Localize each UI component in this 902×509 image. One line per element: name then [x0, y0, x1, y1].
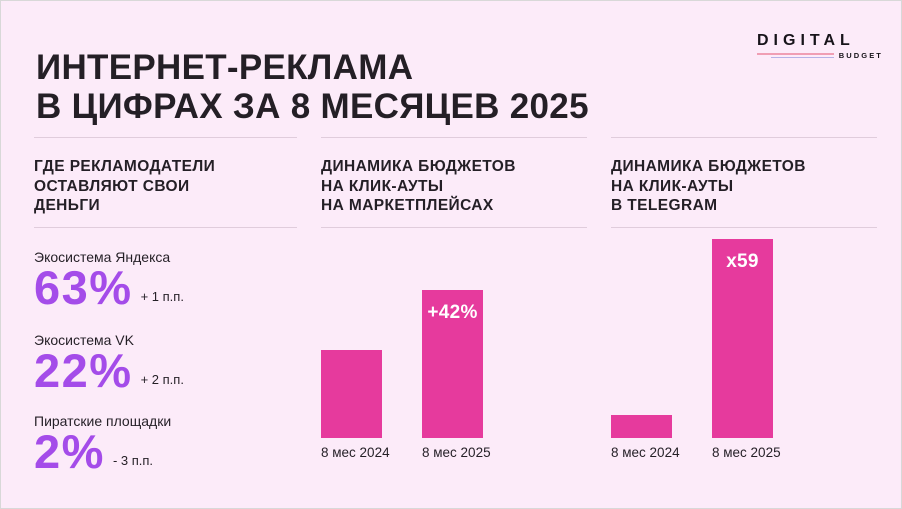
brand-logo-underline: BUDGET: [757, 51, 883, 60]
bar-2025: +42%: [422, 290, 483, 438]
stat-delta: + 1 п.п.: [140, 289, 184, 304]
stat-value-row: 63% + 1 п.п.: [34, 261, 184, 314]
heading-line: ОСТАВЛЯЮТ СВОИ: [34, 177, 190, 195]
bar-2024: [321, 350, 382, 438]
heading-line: НА КЛИК-АУТЫ: [321, 177, 444, 195]
section-where-money: ГДЕ РЕКЛАМОДАТЕЛИ ОСТАВЛЯЮТ СВОИ ДЕНЬГИ …: [34, 137, 297, 508]
stat-vk: Экосистема VK 22% + 2 п.п.: [34, 332, 184, 397]
brand-logo-lines: [757, 53, 834, 60]
heading-line: ДИНАМИКА БЮДЖЕТОВ: [611, 158, 806, 175]
bar-chart-telegram: x59 8 мес 2024 8 мес 2025: [611, 137, 877, 460]
bar-data-label: x59: [726, 251, 759, 272]
stat-delta: + 2 п.п.: [140, 372, 184, 387]
stat-yandex: Экосистема Яндекса 63% + 1 п.п.: [34, 249, 184, 314]
heading-line: ДИНАМИКА БЮДЖЕТОВ: [321, 158, 516, 175]
brand-logo: DIGITAL BUDGET: [757, 32, 883, 60]
page-title-line-1: ИНТЕРНЕТ-РЕКЛАМА: [36, 48, 414, 88]
bar-data-label: +42%: [427, 302, 478, 323]
divider: [321, 137, 587, 138]
page-title: ИНТЕРНЕТ-РЕКЛАМА В ЦИФРАХ ЗА 8 МЕСЯЦЕВ 2…: [36, 48, 589, 126]
stat-delta: - 3 п.п.: [112, 453, 154, 468]
stat-label: Экосистема Яндекса: [34, 249, 171, 265]
axis-label-2024: 8 мес 2024: [611, 445, 680, 460]
axis-label-2025: 8 мес 2025: [422, 445, 491, 460]
stat-value: 22%: [34, 344, 133, 397]
stat-value: 2%: [34, 425, 105, 478]
stat-label: Пиратские площадки: [34, 413, 172, 429]
axis-label-2025: 8 мес 2025: [712, 445, 781, 460]
section-heading: ДИНАМИКА БЮДЖЕТОВ НА КЛИК-АУТЫ В TELEGRA…: [611, 157, 806, 216]
section-telegram: ДИНАМИКА БЮДЖЕТОВ НА КЛИК-АУТЫ В TELEGRA…: [611, 137, 877, 508]
heading-line: НА КЛИК-АУТЫ: [611, 177, 734, 195]
brand-logo-name: DIGITAL: [757, 32, 855, 49]
bar-chart-marketplaces: +42% 8 мес 2024 8 мес 2025: [321, 137, 587, 460]
heading-line: НА МАРКЕТПЛЕЙСАХ: [321, 197, 494, 214]
stat-pirate: Пиратские площадки 2% - 3 п.п.: [34, 413, 172, 478]
brand-logo-subtitle: BUDGET: [838, 51, 883, 60]
heading-line: ГДЕ РЕКЛАМОДАТЕЛИ: [34, 158, 216, 175]
page-title-line-2: В ЦИФРАХ ЗА 8 МЕСЯЦЕВ 2025: [36, 87, 589, 127]
axis-label-2024: 8 мес 2024: [321, 445, 390, 460]
bar-2024: [611, 415, 672, 438]
section-marketplaces: ДИНАМИКА БЮДЖЕТОВ НА КЛИК-АУТЫ НА МАРКЕТ…: [321, 137, 587, 508]
divider: [321, 227, 587, 228]
stat-value-row: 2% - 3 п.п.: [34, 425, 171, 478]
divider: [611, 227, 877, 228]
stat-label: Экосистема VK: [34, 332, 134, 348]
bar-2025: x59: [712, 239, 773, 438]
logo-line-purple: [771, 56, 834, 58]
section-heading: ГДЕ РЕКЛАМОДАТЕЛИ ОСТАВЛЯЮТ СВОИ ДЕНЬГИ: [34, 157, 215, 216]
divider: [34, 137, 297, 138]
section-heading: ДИНАМИКА БЮДЖЕТОВ НА КЛИК-АУТЫ НА МАРКЕТ…: [321, 157, 516, 216]
heading-line: В TELEGRAM: [611, 197, 718, 214]
heading-line: ДЕНЬГИ: [34, 197, 101, 214]
stat-value: 63%: [34, 261, 133, 314]
divider: [34, 227, 297, 228]
stat-value-row: 22% + 2 п.п.: [34, 344, 184, 397]
divider: [611, 137, 877, 138]
logo-line-pink: [757, 53, 834, 55]
